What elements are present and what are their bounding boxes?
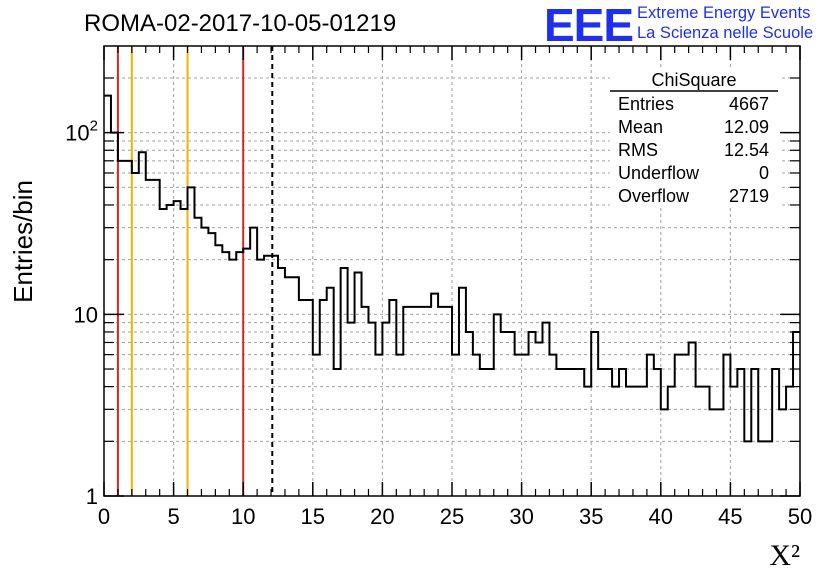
stats-value-underflow: 0 xyxy=(759,163,769,183)
y-axis-label: Entries/bin xyxy=(8,180,38,303)
y-tick-label: 102 xyxy=(65,118,98,146)
logo-caption-line1: Extreme Energy Events xyxy=(637,4,811,22)
y-tick-label: 10 xyxy=(74,302,98,327)
stats-label-overflow: Overflow xyxy=(618,186,690,206)
x-axis-label: X² xyxy=(769,539,800,572)
logo-caption: Extreme Energy Events La Scienza nelle S… xyxy=(637,3,813,43)
stats-label-rms: RMS xyxy=(618,140,658,160)
stats-value-mean: 12.09 xyxy=(724,117,769,137)
x-tick-label: 45 xyxy=(718,504,742,529)
stats-value-rms: 12.54 xyxy=(724,140,769,160)
histogram-series xyxy=(104,94,800,443)
x-tick-label: 15 xyxy=(301,504,325,529)
x-tick-label: 30 xyxy=(509,504,533,529)
x-tick-label: 5 xyxy=(167,504,179,529)
reference-lines xyxy=(116,46,274,496)
stats-value-entries: 4667 xyxy=(729,94,769,114)
stats-label-entries: Entries xyxy=(618,94,674,114)
stats-box: ChiSquare Entries 4667 Mean 12.09 RMS 12… xyxy=(610,68,780,208)
stats-value-overflow: 2719 xyxy=(729,186,769,206)
logo-caption-line2: La Scienza nelle Scuole xyxy=(637,24,814,42)
x-tick-label: 20 xyxy=(370,504,394,529)
x-tick-label: 10 xyxy=(231,504,255,529)
stats-label-mean: Mean xyxy=(618,117,663,137)
x-tick-label: 50 xyxy=(788,504,812,529)
x-axis: 0 5 10 15 20 25 30 35 40 45 50 xyxy=(98,46,812,529)
x-tick-label: 35 xyxy=(579,504,603,529)
x-tick-label: 40 xyxy=(649,504,673,529)
eee-logo: EEE xyxy=(544,0,634,51)
x-tick-label: 25 xyxy=(440,504,464,529)
chart-title: ROMA-02-2017-10-05-01219 xyxy=(84,10,397,37)
stats-label-underflow: Underflow xyxy=(618,163,700,183)
y-tick-label: 1 xyxy=(86,484,98,509)
y-axis: 1 10 102 xyxy=(65,77,800,509)
stats-title: ChiSquare xyxy=(651,70,736,90)
x-tick-label: 0 xyxy=(98,504,110,529)
